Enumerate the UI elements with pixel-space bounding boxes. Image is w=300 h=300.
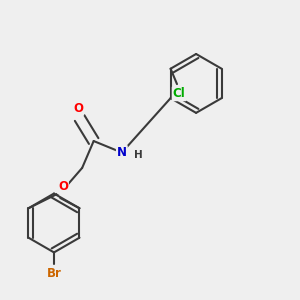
- Text: N: N: [117, 146, 127, 159]
- Text: H: H: [134, 150, 143, 160]
- Text: Cl: Cl: [173, 87, 185, 100]
- Text: Br: Br: [46, 267, 62, 280]
- Text: O: O: [73, 102, 83, 115]
- Text: O: O: [58, 180, 68, 193]
